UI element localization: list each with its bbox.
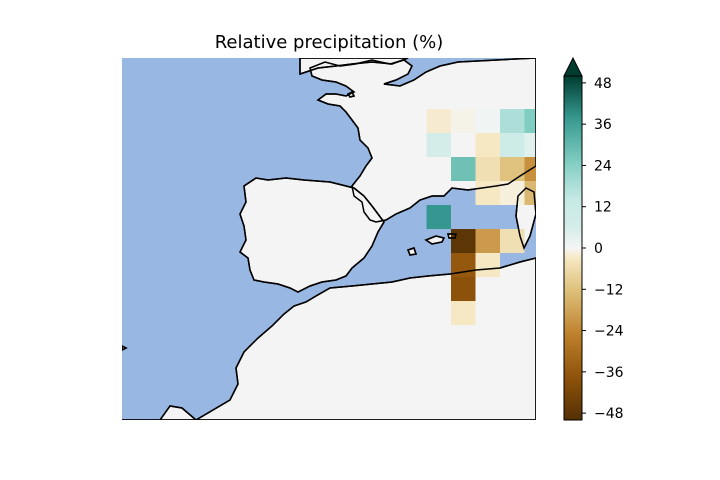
colorbar-tick-label: 48 [594, 76, 612, 92]
coastline-outline [122, 345, 128, 351]
colorbar-extend-arrow [563, 56, 583, 77]
grid-cell [500, 133, 525, 157]
colorbar-tick-label: −12 [594, 282, 624, 298]
coastline-outline [239, 177, 385, 293]
grid-cell [451, 229, 476, 253]
grid-cell [426, 109, 451, 133]
grid-cell [451, 109, 476, 133]
coastline-outline [309, 58, 536, 223]
colorbar-tick-label: −36 [594, 365, 624, 381]
colorbar-ticks: 48 36 24 12 0 −12 −24 −36 −48 [582, 76, 624, 422]
coastline-outline [515, 187, 536, 250]
coastlines [122, 58, 536, 420]
grid-cell [426, 205, 451, 229]
grid-cell [524, 157, 536, 181]
grid-cell [475, 133, 500, 157]
coastline-outline [424, 235, 446, 245]
grid-cell [475, 109, 500, 133]
grid-cell [426, 133, 451, 157]
grid-cell [451, 301, 476, 325]
grid-cell [500, 229, 525, 253]
grid-cell [524, 181, 536, 205]
colorbar: 48 36 24 12 0 −12 −24 −36 −48 [563, 56, 624, 422]
colorbar-tick-label: 24 [594, 158, 612, 174]
grid-cell [475, 253, 500, 277]
grid-cell [475, 229, 500, 253]
coastline-outline [299, 58, 409, 76]
grid-cell [451, 277, 476, 301]
colorbar-tick-label: 36 [594, 117, 612, 133]
grid-cell [451, 157, 476, 181]
colorbar-bar [563, 75, 583, 421]
grid-cell [524, 109, 536, 133]
colorbar-tick-label: 0 [594, 241, 603, 257]
coastline-outline [346, 90, 356, 98]
map-title: Relative precipitation (%) [215, 32, 444, 53]
grid-cell [475, 181, 500, 205]
grid-cell [524, 133, 536, 157]
colorbar-tick-label: 12 [594, 200, 612, 216]
grid-cell [500, 109, 525, 133]
coastline-outline [447, 233, 457, 239]
grid-cell [500, 157, 525, 181]
grid-cell [475, 157, 500, 181]
coastline-outline [122, 257, 536, 420]
coastline-outline [407, 247, 417, 256]
map-panel [122, 58, 536, 420]
colorbar-tick-label: −24 [594, 324, 624, 340]
colorbar-tick-label: −48 [594, 406, 624, 422]
